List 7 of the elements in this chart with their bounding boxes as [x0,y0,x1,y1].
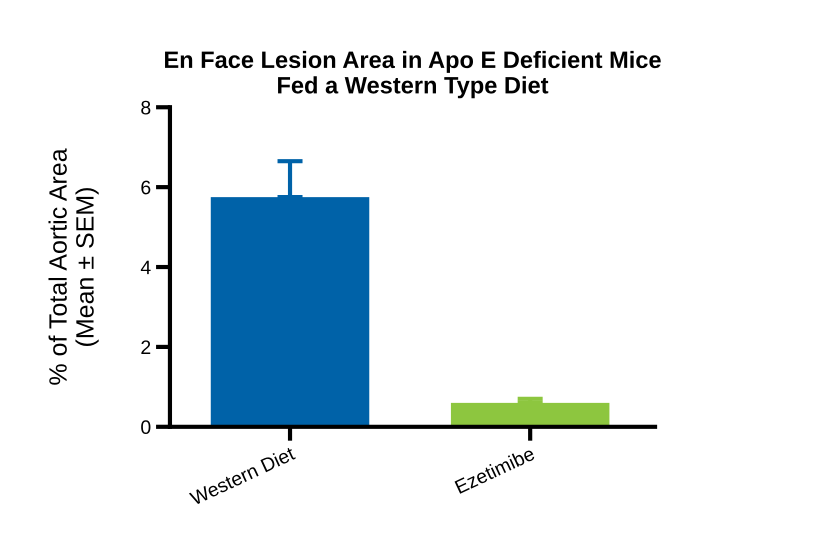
y-tick-label: 0 [141,420,150,434]
y-tick-label: 2 [141,340,150,354]
chart-title: En Face Lesion Area in Apo E Deficient Mice Fed a Western Type Diet [165,50,661,98]
y-tick-label: 8 [141,100,150,114]
y-tick-label: 6 [141,180,150,194]
y-tick-label: 4 [140,260,151,274]
y-axis-title: % of Total Aortic Area (Mean ± SEM) [48,148,99,385]
